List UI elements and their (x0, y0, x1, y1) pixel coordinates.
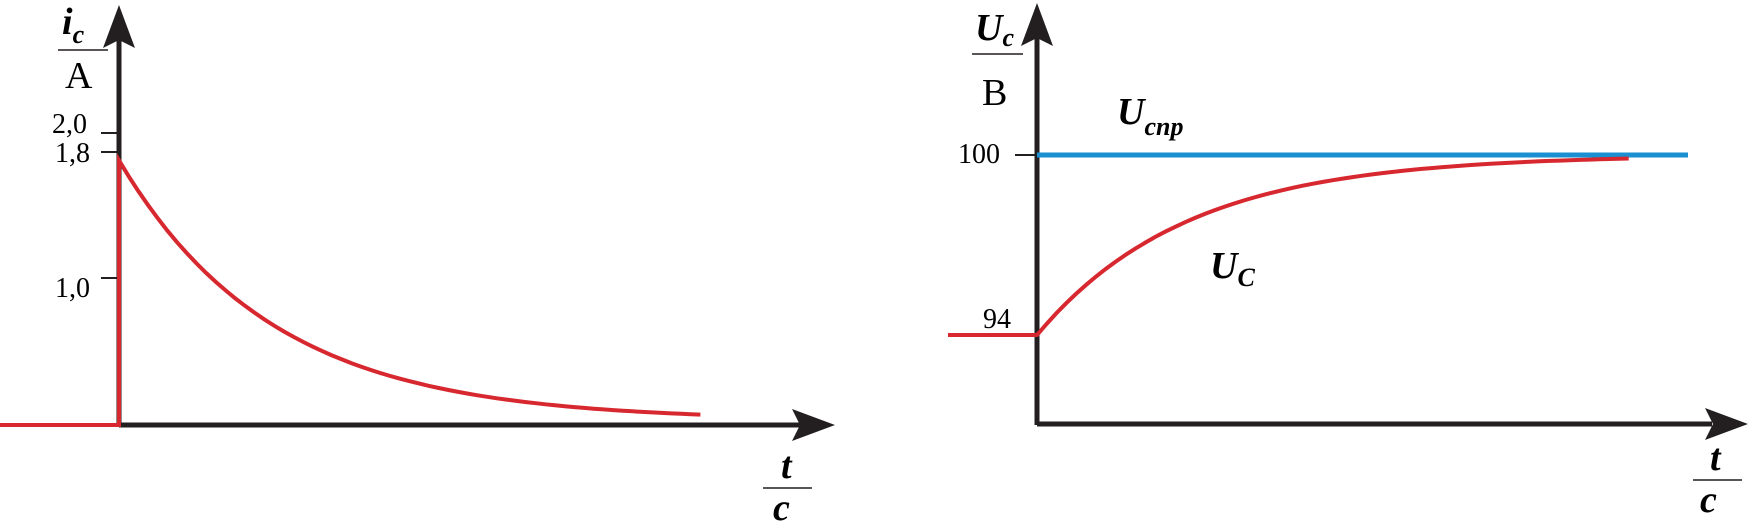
ytick-label-2.0: 2,0 (52, 109, 87, 140)
ylabel-symbol-right: Uc (975, 7, 1014, 52)
y-axis-arrow-right (1021, 3, 1053, 46)
series-uspr-label: Uспр (1117, 91, 1183, 141)
ytick-label-100: 100 (958, 139, 1000, 170)
xlabel-symbol-right: t (1710, 437, 1722, 479)
y-axis-arrow-left (103, 5, 135, 48)
chart-voltage: 100 94 Uc B t c Uспр UC (948, 3, 1748, 521)
ylabel-unit-left: A (65, 55, 93, 97)
ytick-label-1.0: 1,0 (55, 273, 90, 304)
xlabel-symbol-left: t (781, 445, 793, 487)
series-uc-line (948, 156, 1629, 337)
ytick-label-1.8: 1,8 (55, 138, 90, 169)
ylabel-symbol-left: ic (62, 1, 85, 49)
xlabel-unit-left: c (773, 487, 790, 525)
x-axis-arrow-left (792, 409, 835, 441)
chart-current: 2,0 1,8 1,0 ic A t c (0, 1, 835, 525)
ytick-label-94: 94 (983, 304, 1011, 335)
series-ic-line (0, 153, 701, 427)
xlabel-unit-right: c (1700, 479, 1717, 521)
ylabel-unit-right: B (982, 72, 1007, 114)
series-uc-label: UC (1210, 245, 1255, 292)
x-axis-arrow-right (1705, 408, 1748, 440)
